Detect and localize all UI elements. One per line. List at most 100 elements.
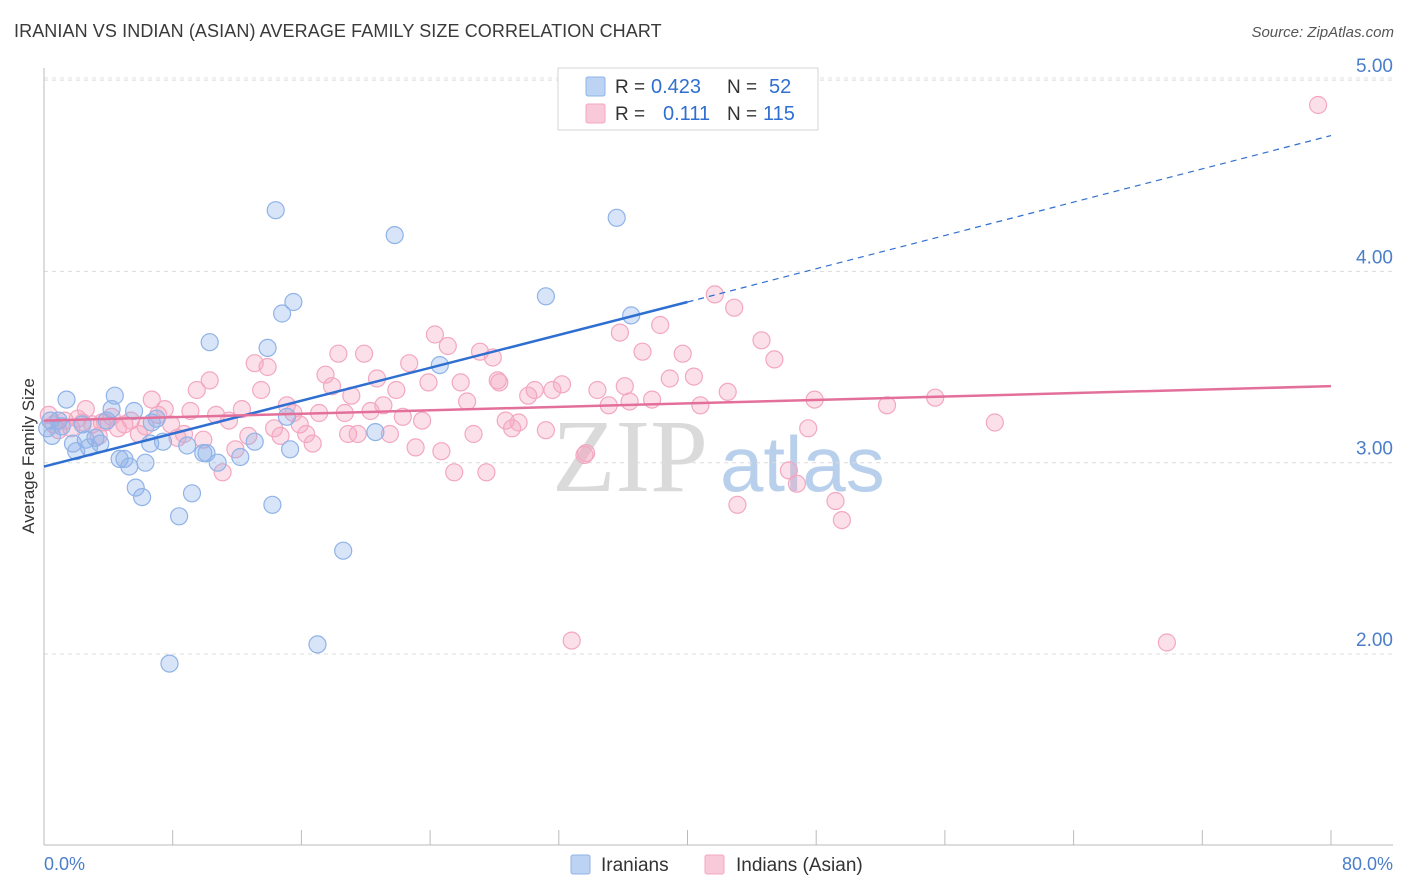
trend-line-iranians-extension <box>687 134 1332 303</box>
point-indians-102 <box>832 510 852 530</box>
point-indians-95 <box>752 331 771 350</box>
point-indians-30 <box>232 400 251 419</box>
trend-line-indians <box>43 384 1332 422</box>
point-iranians-38 <box>281 440 300 459</box>
y-tick-label-3: 5.00 <box>1356 56 1393 77</box>
point-indians-56 <box>400 354 419 373</box>
point-indians-27 <box>213 463 232 482</box>
point-iranians-25 <box>178 436 197 455</box>
point-indians-106 <box>1157 633 1177 652</box>
point-indians-48 <box>348 424 367 444</box>
point-indians-61 <box>432 442 451 461</box>
bottom-legend: Iranians Indians (Asian) <box>570 854 863 876</box>
point-iranians-18 <box>133 488 152 507</box>
point-indians-16 <box>142 390 161 409</box>
point-indians-108 <box>725 298 744 317</box>
point-indians-97 <box>779 461 799 480</box>
stats-r-label-iranians: R = <box>615 77 645 98</box>
point-indians-87 <box>651 315 670 335</box>
point-indians-84 <box>620 392 639 411</box>
point-indians-53 <box>380 424 399 444</box>
point-indians-64 <box>451 373 470 392</box>
point-indians-63 <box>445 463 464 482</box>
point-iranians-35 <box>266 201 285 220</box>
point-iranians-26 <box>182 484 202 503</box>
point-indians-66 <box>464 424 483 444</box>
point-indians-90 <box>684 367 704 386</box>
y-tick-labels: 2.00 3.00 4.00 5.00 <box>1356 56 1393 651</box>
point-indians-44 <box>322 377 342 396</box>
point-iranians-37 <box>277 407 296 426</box>
point-indians-78 <box>552 375 572 394</box>
stats-n-value-indians: 115 <box>763 103 795 125</box>
point-iranians-1 <box>42 426 62 445</box>
y-tick-label-2: 4.00 <box>1356 247 1393 268</box>
point-iranians-43 <box>385 226 404 245</box>
point-indians-41 <box>303 434 322 453</box>
point-indians-60 <box>425 325 444 344</box>
point-indians-33 <box>252 380 271 400</box>
point-indians-62 <box>438 336 457 356</box>
point-indians-77 <box>543 380 562 400</box>
point-indians-35 <box>265 419 284 438</box>
point-indians-91 <box>691 396 710 415</box>
stats-swatch-iranians <box>585 76 606 97</box>
chart-title: IRANIAN VS INDIAN (ASIAN) AVERAGE FAMILY… <box>14 21 662 41</box>
point-indians-93 <box>718 382 737 401</box>
point-iranians-41 <box>334 541 353 560</box>
stats-swatch-indians <box>585 103 606 124</box>
point-iranians-12 <box>105 386 124 405</box>
point-iranians-32 <box>245 432 264 451</box>
point-indians-43 <box>316 365 335 384</box>
point-indians-107 <box>1308 95 1328 115</box>
point-indians-114 <box>339 424 358 444</box>
y-axis-label: Average Family Size <box>19 378 38 534</box>
point-indians-65 <box>458 392 477 411</box>
point-iranians-24 <box>170 507 189 526</box>
stats-r-value-indians: 0.111 <box>663 103 710 125</box>
point-indians-94 <box>728 495 747 514</box>
point-indians-81 <box>588 380 607 400</box>
point-indians-89 <box>673 344 692 363</box>
point-indians-99 <box>799 419 818 438</box>
point-indians-96 <box>765 350 784 369</box>
point-iranians-10 <box>97 411 116 430</box>
stats-n-label-iranians: N = <box>727 77 757 98</box>
point-indians-58 <box>413 411 432 430</box>
x-tick-labels: 0.0% 80.0% <box>44 854 1393 874</box>
point-indians-59 <box>419 373 438 392</box>
point-iranians-3 <box>57 390 76 409</box>
point-indians-40 <box>297 424 316 444</box>
legend-label-indians: Indians (Asian) <box>736 855 863 876</box>
point-iranians-29 <box>200 333 219 352</box>
point-indians-52 <box>374 396 393 415</box>
point-iranians-46 <box>607 208 626 227</box>
point-indians-105 <box>985 413 1004 432</box>
point-indians-6 <box>76 400 95 419</box>
y-tick-label-1: 3.00 <box>1356 439 1393 460</box>
point-iranians-33 <box>258 338 277 357</box>
axes <box>43 68 1393 846</box>
stats-legend-box: R = 0.423 N = 52 R = 0.111 N = 115 <box>557 67 819 131</box>
stats-r-value-iranians: 0.423 <box>651 76 701 98</box>
point-iranians-30 <box>208 453 227 472</box>
y-tick-label-0: 2.00 <box>1356 630 1393 651</box>
point-indians-25 <box>200 371 219 390</box>
point-indians-92 <box>705 285 724 304</box>
point-indians-75 <box>525 380 544 400</box>
point-indians-55 <box>393 407 412 426</box>
point-iranians-39 <box>284 292 303 312</box>
series-indians-asian-points <box>39 95 1328 652</box>
point-iranians-45 <box>536 287 556 306</box>
point-indians-85 <box>633 342 652 361</box>
point-iranians-50 <box>76 430 95 449</box>
point-indians-23 <box>187 380 206 400</box>
point-indians-54 <box>387 380 406 400</box>
point-indians-22 <box>181 401 200 421</box>
point-indians-45 <box>329 344 348 363</box>
point-iranians-16 <box>125 401 144 421</box>
x-tick-label-max: 80.0% <box>1342 854 1393 874</box>
point-indians-109 <box>615 377 634 396</box>
legend-swatch-indians <box>704 854 725 875</box>
point-iranians-40 <box>308 635 327 654</box>
